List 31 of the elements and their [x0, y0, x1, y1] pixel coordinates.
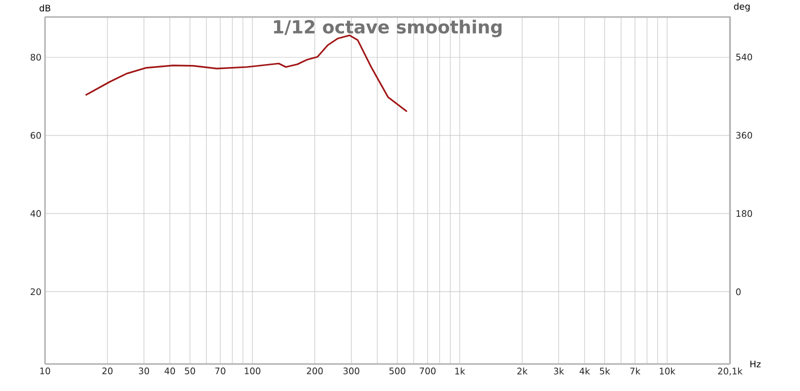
x-tick-label: 10 — [40, 368, 50, 374]
x-tick-label: 1k — [455, 368, 466, 374]
y2-tick-label: 0 — [736, 288, 741, 296]
x-tick-label: 300 — [343, 368, 360, 374]
y-tick-label: 20 — [30, 288, 41, 296]
x-tick-label: 2k — [517, 368, 528, 374]
x-tick-label: 200 — [306, 368, 323, 374]
y2-axis-title: deg — [734, 2, 750, 12]
x-tick-label: 70 — [215, 368, 226, 374]
x-tick-label: 700 — [420, 368, 436, 374]
x-tick-label: 10k — [660, 368, 676, 374]
x-tick-label: 7k — [630, 368, 640, 374]
y-tick-label: 60 — [30, 132, 41, 139]
x-tick-label: 50 — [184, 368, 196, 374]
x-tick-label: 20 — [102, 368, 113, 374]
y-axis-title: dB — [40, 4, 50, 12]
x-tick-label: 5k — [600, 368, 610, 374]
y2-tick-label: 180 — [736, 210, 752, 217]
x-tick-label: 4k — [580, 368, 590, 374]
x-axis-title: Hz — [750, 360, 761, 368]
y2-tick-label: 360 — [736, 132, 752, 139]
y-tick-label: 40 — [30, 210, 41, 217]
y2-tick-label: 540 — [736, 54, 752, 60]
x-tick-label: 100 — [244, 368, 260, 374]
x-tick-label: 40 — [164, 368, 175, 374]
y-tick-label: 80 — [30, 54, 41, 61]
x-tick-label: 500 — [389, 368, 406, 374]
x-tick-label: 20,1k — [718, 368, 743, 376]
chart-title: 1/12 octave smoothing — [274, 20, 502, 38]
x-tick-label: 30 — [138, 368, 150, 374]
x-tick-label: 3k — [554, 368, 564, 374]
